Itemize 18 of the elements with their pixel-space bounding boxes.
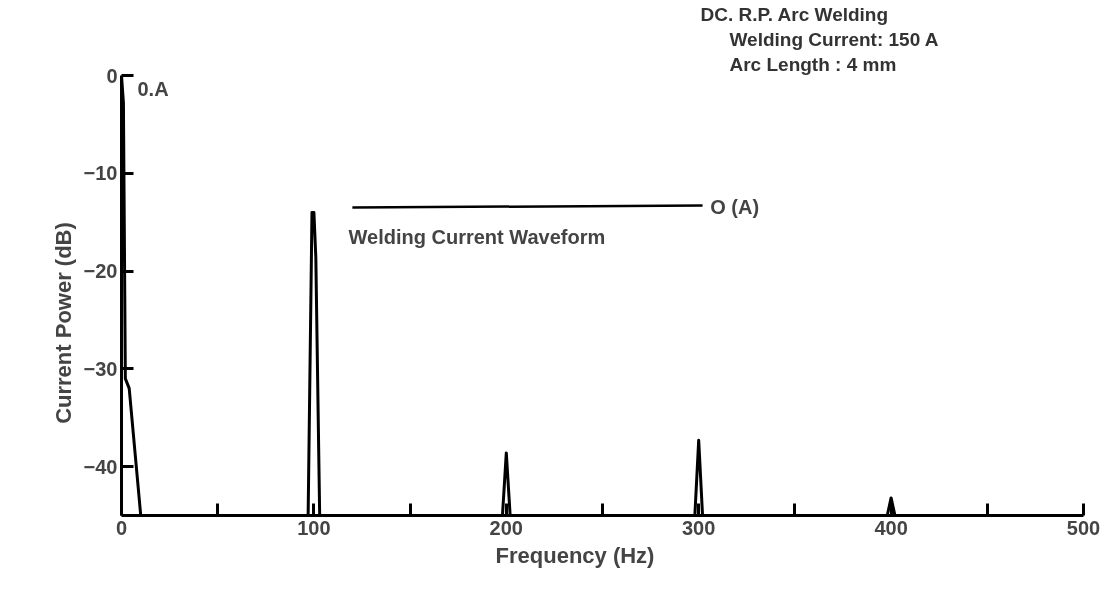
y-axis-title: Current Power (dB) bbox=[50, 222, 76, 424]
x-tick-label: 300 bbox=[682, 516, 716, 539]
text: Welding Current: 150 A bbox=[729, 28, 939, 50]
x-axis-title: Frequency (Hz) bbox=[495, 542, 655, 568]
x-tick-label: 500 bbox=[1066, 516, 1101, 539]
y-tick-label: −30 bbox=[83, 357, 118, 380]
y-tick-label: −10 bbox=[83, 162, 118, 185]
y-tick-label: 0 bbox=[106, 64, 118, 87]
y-tick-label: −40 bbox=[83, 455, 118, 478]
annotation: Welding Current Waveform bbox=[348, 225, 606, 248]
annotation: O (A) bbox=[710, 195, 760, 218]
x-tick-label: 100 bbox=[297, 516, 331, 539]
y-tick-label: −20 bbox=[83, 260, 118, 283]
text: Arc Length : 4 mm bbox=[729, 53, 897, 75]
text: DC. R.P. Arc Welding bbox=[700, 3, 889, 25]
x-tick-label: 400 bbox=[874, 516, 908, 539]
x-tick-label: 200 bbox=[489, 516, 523, 539]
annotation: 0.A bbox=[137, 77, 169, 100]
